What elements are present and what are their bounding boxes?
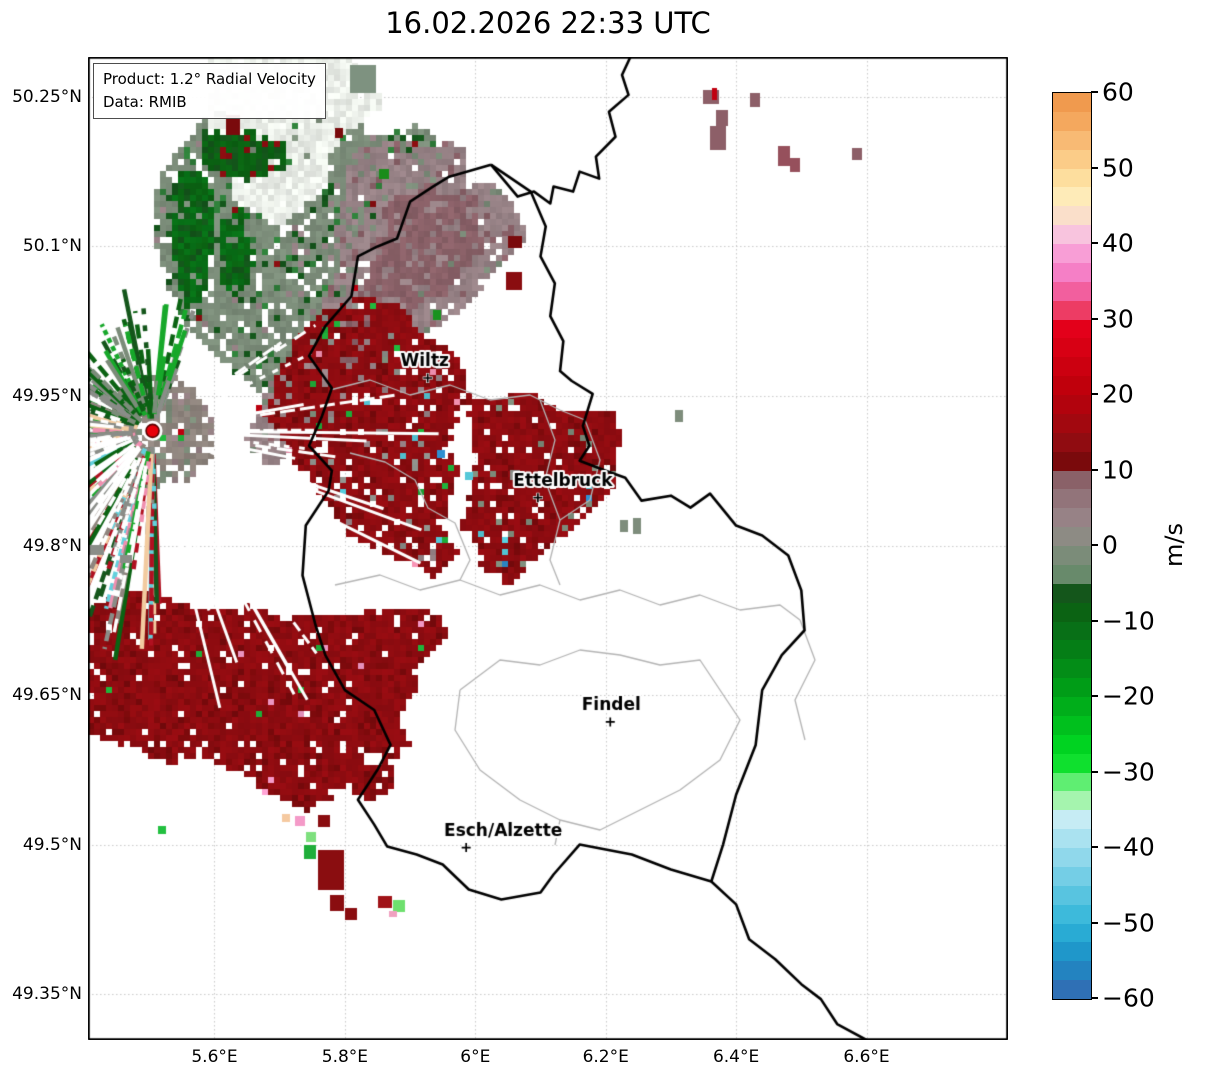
data-source-label: Data: RMIB (103, 92, 187, 111)
colorbar-band (1053, 413, 1091, 433)
colorbar-band (1053, 791, 1091, 811)
y-axis-tick-label: 49.95°N (12, 385, 82, 406)
colorbar-band (1053, 980, 1091, 999)
colorbar-tick-label: −10 (1102, 606, 1155, 635)
colorbar-band (1053, 810, 1091, 830)
y-axis-tick-label: 49.65°N (12, 685, 82, 706)
colorbar-band (1053, 678, 1091, 697)
colorbar-tick-mark (1091, 921, 1098, 924)
colorbar-band (1053, 885, 1091, 905)
colorbar-band (1053, 753, 1091, 773)
colorbar-tick-mark (1091, 544, 1098, 546)
figure-title: 16.02.2026 22:33 UTC (385, 6, 711, 40)
colorbar-tick-mark (1091, 619, 1098, 622)
colorbar-band (1053, 376, 1091, 395)
colorbar-band (1053, 640, 1091, 660)
colorbar-unit-label: m/s (1160, 523, 1188, 567)
colorbar-tick-label: 50 (1102, 153, 1134, 182)
colorbar-tick-label: −30 (1102, 757, 1155, 786)
colorbar-band (1053, 93, 1091, 112)
radar-velocity-map-canvas (88, 57, 1008, 1040)
colorbar-band (1053, 168, 1091, 188)
colorbar-tick-mark (1091, 91, 1098, 93)
colorbar-band (1053, 942, 1091, 962)
colorbar-band (1053, 187, 1091, 207)
colorbar-band (1053, 904, 1091, 924)
x-axis-tick-label: 5.8°E (321, 1047, 369, 1067)
colorbar-band (1053, 262, 1091, 282)
product-annotation-box: Product: 1.2° Radial Velocity Data: RMIB (93, 63, 326, 119)
colorbar-band (1053, 734, 1091, 754)
colorbar-tick-mark (1091, 695, 1098, 697)
colorbar-tick-mark (1091, 242, 1098, 244)
colorbar-band (1053, 489, 1091, 509)
x-axis-tick-label: 6°E (460, 1047, 491, 1067)
colorbar-tick-mark (1091, 317, 1098, 320)
y-axis-tick-label: 49.35°N (12, 984, 82, 1005)
colorbar-tick-mark (1091, 166, 1098, 169)
colorbar-band (1053, 583, 1091, 603)
colorbar-band (1053, 715, 1091, 735)
colorbar-band (1053, 508, 1091, 528)
product-label: Product: 1.2° Radial Velocity (103, 70, 316, 88)
colorbar-band (1053, 338, 1091, 358)
colorbar-band (1053, 319, 1091, 339)
colorbar-tick-label: −60 (1102, 983, 1155, 1013)
colorbar-band (1053, 281, 1091, 301)
colorbar-band (1053, 149, 1091, 169)
colorbar-band (1053, 772, 1091, 792)
colorbar-band (1053, 470, 1091, 490)
colorbar-tick-mark (1091, 846, 1098, 848)
colorbar-tick-mark (1091, 997, 1098, 999)
colorbar-tick-label: −40 (1102, 832, 1155, 862)
colorbar-tick-mark (1091, 468, 1098, 471)
colorbar (1052, 92, 1092, 1000)
colorbar-tick-label: 20 (1102, 379, 1134, 409)
colorbar-band (1053, 395, 1091, 414)
colorbar-band (1053, 111, 1091, 131)
colorbar-band (1053, 527, 1091, 546)
colorbar-band (1053, 546, 1091, 565)
x-axis-tick-label: 6.4°E (712, 1047, 760, 1067)
colorbar-band (1053, 923, 1091, 943)
colorbar-band (1053, 659, 1091, 679)
colorbar-band (1053, 225, 1091, 244)
colorbar-tick-label: 60 (1102, 77, 1134, 107)
colorbar-band (1053, 866, 1091, 886)
colorbar-band (1053, 961, 1091, 981)
colorbar-band (1053, 697, 1091, 716)
colorbar-band (1053, 244, 1091, 263)
colorbar-band (1053, 300, 1091, 320)
colorbar-tick-label: 40 (1102, 228, 1134, 258)
colorbar-band (1053, 829, 1091, 848)
colorbar-tick-label: −20 (1102, 681, 1155, 711)
colorbar-tick-mark (1091, 770, 1098, 773)
colorbar-band (1053, 602, 1091, 622)
colorbar-band (1053, 130, 1091, 150)
colorbar-tick-mark (1091, 393, 1098, 395)
colorbar-band (1053, 848, 1091, 867)
colorbar-tick-label: 0 (1102, 530, 1118, 560)
y-axis-tick-label: 50.1°N (22, 236, 82, 257)
colorbar-tick-label: 10 (1102, 455, 1134, 484)
colorbar-band (1053, 621, 1091, 641)
colorbar-band (1053, 432, 1091, 452)
y-axis-tick-label: 49.5°N (22, 834, 82, 855)
x-axis-tick-label: 6.6°E (843, 1047, 890, 1067)
colorbar-band (1053, 357, 1091, 377)
colorbar-band (1053, 564, 1091, 584)
y-axis-tick-label: 49.8°N (22, 535, 82, 556)
x-axis-tick-label: 6.2°E (582, 1047, 629, 1067)
colorbar-band (1053, 451, 1091, 471)
y-axis-tick-label: 50.25°N (12, 86, 82, 107)
colorbar-band (1053, 206, 1091, 226)
colorbar-tick-label: −50 (1102, 908, 1155, 937)
x-axis-tick-label: 5.6°E (191, 1047, 238, 1067)
colorbar-tick-label: 30 (1102, 304, 1134, 333)
